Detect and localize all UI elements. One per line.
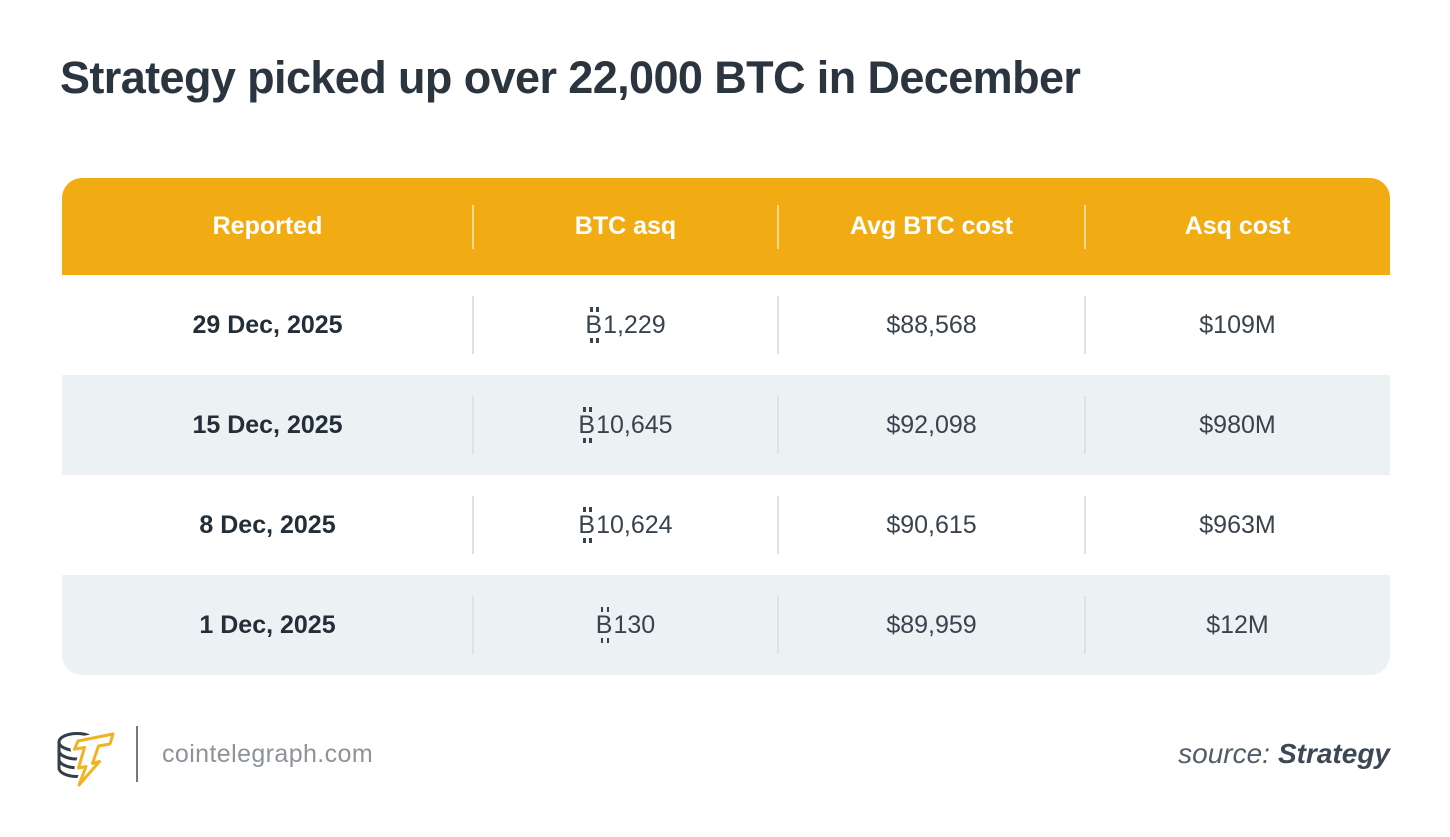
cell-btc-asq: B 1,229 bbox=[473, 275, 778, 375]
bitcoin-sign-icon: B bbox=[585, 306, 603, 343]
btc-purchases-table: Reported BTC asq Avg BTC cost Asq cost 2… bbox=[62, 178, 1390, 675]
cell-reported: 8 Dec, 2025 bbox=[62, 475, 473, 575]
cell-avg-btc-cost: $89,959 bbox=[778, 575, 1085, 675]
cell-reported: 15 Dec, 2025 bbox=[62, 375, 473, 475]
footer-branding: cointelegraph.com bbox=[54, 719, 373, 789]
cell-asq-cost: $12M bbox=[1206, 610, 1269, 639]
column-header-btc-asq: BTC asq bbox=[473, 178, 778, 275]
source-attribution: source: Strategy bbox=[1178, 738, 1390, 770]
cell-reported: 1 Dec, 2025 bbox=[62, 575, 473, 675]
source-label: source: bbox=[1178, 738, 1270, 769]
table-row: 1 Dec, 2025 B 130 $89,959 $12M bbox=[62, 575, 1390, 675]
site-url: cointelegraph.com bbox=[162, 739, 374, 768]
bitcoin-sign-icon: B bbox=[578, 506, 596, 543]
footer-divider bbox=[136, 726, 138, 782]
cointelegraph-logo-icon bbox=[57, 730, 117, 789]
cell-asq-cost: $109M bbox=[1199, 310, 1276, 339]
source-value: Strategy bbox=[1277, 738, 1390, 769]
table-header-row: Reported BTC asq Avg BTC cost Asq cost bbox=[62, 178, 1390, 275]
column-header-avg-btc-cost: Avg BTC cost bbox=[778, 178, 1085, 275]
cell-btc-asq: B 10,624 bbox=[473, 475, 778, 575]
cell-avg-btc-cost: $88,568 bbox=[778, 275, 1085, 375]
lightning-t-icon bbox=[70, 730, 117, 789]
table-row: 15 Dec, 2025 B 10,645 $92,098 $980M bbox=[62, 375, 1390, 475]
cell-btc-asq: B 10,645 bbox=[473, 375, 778, 475]
cell-btc-asq: B 130 bbox=[473, 575, 778, 675]
column-header-reported: Reported bbox=[62, 178, 473, 275]
bitcoin-sign-icon: B bbox=[578, 406, 596, 443]
cell-avg-btc-cost: $92,098 bbox=[778, 375, 1085, 475]
cell-avg-btc-cost: $90,615 bbox=[778, 475, 1085, 575]
column-header-asq-cost: Asq cost bbox=[1184, 212, 1291, 240]
cell-asq-cost: $963M bbox=[1199, 510, 1276, 539]
table-row: 8 Dec, 2025 B 10,624 $90,615 $963M bbox=[62, 475, 1390, 575]
cell-reported: 29 Dec, 2025 bbox=[62, 275, 473, 375]
bitcoin-sign-icon: B bbox=[595, 606, 613, 643]
table-row: 29 Dec, 2025 B 1,229 $88,568 $109M bbox=[62, 275, 1390, 375]
page-title: Strategy picked up over 22,000 BTC in De… bbox=[60, 52, 1081, 103]
cell-asq-cost: $980M bbox=[1199, 410, 1276, 439]
